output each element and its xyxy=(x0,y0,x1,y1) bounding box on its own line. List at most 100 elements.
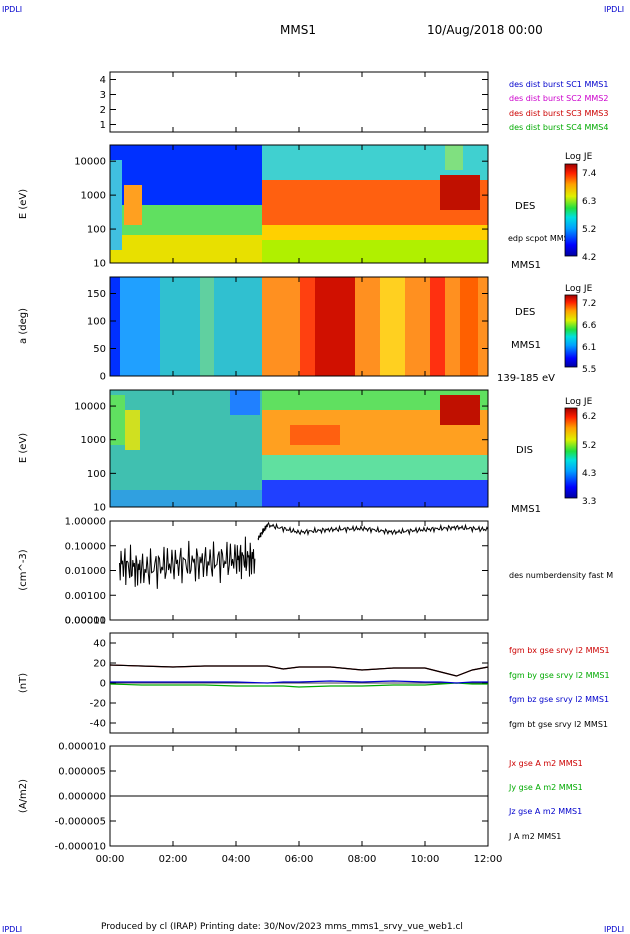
series-line-bz xyxy=(110,680,488,684)
y-ticks: -40 -20 0 20 40 xyxy=(90,639,488,730)
legend-entry: Jz gse A m2 MMS1 xyxy=(508,807,582,816)
colorbar xyxy=(564,407,578,499)
colorbar-tick: 6.2 xyxy=(582,412,596,422)
panel-burst-flags: 1 2 3 4 des dist burst SC1 MMS1 des dist bu… xyxy=(100,71,608,133)
figure-title: MMS1 xyxy=(280,23,316,37)
colorbar-tick: 5.2 xyxy=(582,225,596,235)
panel-current-density: -0.000010 -0.000005 0.000000 0.000005 0.0000… xyxy=(18,742,583,853)
instrument-label: DIS xyxy=(516,445,533,456)
x-tick-label: 08:00 xyxy=(348,854,377,865)
colorbar-tick: 6.6 xyxy=(582,321,597,331)
colorbar-title: Log JE xyxy=(565,397,593,407)
spectrogram-bands xyxy=(110,277,488,376)
y-tick-label: 1000 xyxy=(81,435,106,446)
panel-des-energy: 10 100 1000 10000 E (eV) DES edp scpot MMS1… xyxy=(18,144,597,271)
legend-entry: J A m2 MMS1 xyxy=(508,832,561,841)
spectrogram-bands xyxy=(110,390,488,507)
y-tick-label: 10000 xyxy=(74,157,106,168)
x-tick-label: 02:00 xyxy=(159,854,188,865)
series-line-by xyxy=(109,682,488,688)
y-tick-label: 0.10000 xyxy=(65,541,106,552)
instrument-label: DES xyxy=(515,201,535,212)
legend-entry: des dist burst SC3 MMS3 xyxy=(509,109,608,118)
energy-range-label: 139-185 eV xyxy=(497,373,555,384)
colorbar-tick: 3.3 xyxy=(582,497,596,507)
y-tick-label: 150 xyxy=(87,289,106,300)
panel-dis-energy: 10 100 1000 10000 E (eV) DIS MMS1 Log JE 6.… xyxy=(18,389,596,515)
y-tick-label: 0.00010 xyxy=(65,616,106,627)
y-axis-label: (nT) xyxy=(18,673,29,693)
y-tick-label: 4 xyxy=(100,75,106,86)
colorbar-title: Log JE xyxy=(565,284,593,294)
corner-label-bottom-left: IPDLI xyxy=(2,925,22,934)
corner-label-bottom-right: IPDLI xyxy=(604,925,624,934)
series-line-bt xyxy=(109,664,489,677)
y-ticks: 0.000010.00010 0.00100 0.01000 0.10000 1.000… xyxy=(65,517,488,627)
legend-entry: Jy gse A m2 MMS1 xyxy=(508,783,583,792)
y-tick-label: 3 xyxy=(100,90,106,101)
colorbar-tick: 7.4 xyxy=(582,169,597,179)
legend-entry: des dist burst SC2 MMS2 xyxy=(509,94,608,103)
panel-des-pitch: 0 50 100 150 a (deg) DES MMS1 139-185 eV Lo… xyxy=(18,276,597,384)
colorbar-tick: 4.2 xyxy=(582,253,596,263)
y-tick-label: 10 xyxy=(93,259,106,270)
y-tick-label: 1.00000 xyxy=(65,517,106,528)
legend-entry: des dist burst SC4 MMS4 xyxy=(509,123,608,132)
y-tick-label: 10000 xyxy=(74,402,106,413)
legend-entry: fgm bx gse srvy l2 MMS1 xyxy=(509,646,610,655)
y-tick-label: 2 xyxy=(100,105,106,116)
density-series-line xyxy=(257,521,489,541)
x-axis: 00:00 02:00 04:00 06:00 08:00 10:00 12:00 xyxy=(96,72,502,865)
y-tick-label: -0.000005 xyxy=(55,817,106,828)
density-series-line xyxy=(119,536,256,589)
y-ticks: 10 100 1000 10000 xyxy=(74,157,488,270)
panel-magnetic-field: -40 -20 0 20 40 (nT) fgm bx gse srvy l2 MMS1… xyxy=(18,632,610,734)
figure-date: 10/Aug/2018 00:00 xyxy=(427,23,543,37)
y-tick-label: 0.000010 xyxy=(58,742,106,753)
y-axis-label: E (eV) xyxy=(18,189,29,219)
y-tick-label: 20 xyxy=(93,659,106,670)
x-tick-label: 06:00 xyxy=(285,854,314,865)
instrument-label: DES xyxy=(515,307,535,318)
colorbar-tick: 6.3 xyxy=(582,197,596,207)
x-tick-label: 10:00 xyxy=(411,854,440,865)
x-tick-label: 04:00 xyxy=(222,854,251,865)
colorbar xyxy=(564,163,578,257)
y-tick-label: 0.000005 xyxy=(58,767,106,778)
legend-entry: fgm bt gse srvy l2 MMS1 xyxy=(509,720,608,729)
panel-density: 0.000010.00010 0.00100 0.01000 0.10000 1.000… xyxy=(18,517,613,627)
y-axis-label: E (eV) xyxy=(18,433,29,463)
corner-label-top-right: IPDLI xyxy=(604,5,624,14)
overlay-label: edp scpot MMS1 xyxy=(508,234,574,243)
footer-text: Produced by cl (IRAP) Printing date: 30/… xyxy=(101,922,463,932)
colorbar-tick: 6.1 xyxy=(582,343,596,353)
y-tick-label: -40 xyxy=(90,719,106,730)
y-tick-label: -0.000010 xyxy=(55,842,106,853)
y-tick-label: 1000 xyxy=(81,191,106,202)
y-tick-label: 0.00001 xyxy=(65,616,106,627)
y-tick-label: 40 xyxy=(93,639,106,650)
y-axis-label: (cm^-3) xyxy=(18,549,29,590)
x-tick-label: 00:00 xyxy=(96,854,125,865)
legend-entry: fgm bz gse srvy l2 MMS1 xyxy=(509,695,609,704)
y-tick-label: 0 xyxy=(100,372,106,383)
y-tick-label: 10 xyxy=(93,503,106,514)
spacecraft-label: MMS1 xyxy=(511,340,541,351)
y-ticks: 0 50 100 150 xyxy=(87,289,488,383)
colorbar-tick: 4.3 xyxy=(582,469,596,479)
spacecraft-label: MMS1 xyxy=(511,504,541,515)
y-ticks: -0.000010 -0.000005 0.000000 0.000005 0.0000… xyxy=(55,742,488,853)
panel-frame xyxy=(109,71,489,133)
plot-lines xyxy=(119,521,489,589)
corner-label-top-left: IPDLI xyxy=(2,5,22,14)
y-tick-label: 100 xyxy=(87,469,106,480)
colorbar-tick: 7.2 xyxy=(582,299,596,309)
spectrogram-bands xyxy=(110,145,488,263)
colorbar-title: Log JE xyxy=(565,152,593,162)
y-tick-label: 0 xyxy=(100,679,106,690)
plot-lines xyxy=(109,664,489,688)
y-tick-label: 1 xyxy=(100,120,106,131)
y-tick-label: 100 xyxy=(87,225,106,236)
y-tick-label: -20 xyxy=(90,699,106,710)
